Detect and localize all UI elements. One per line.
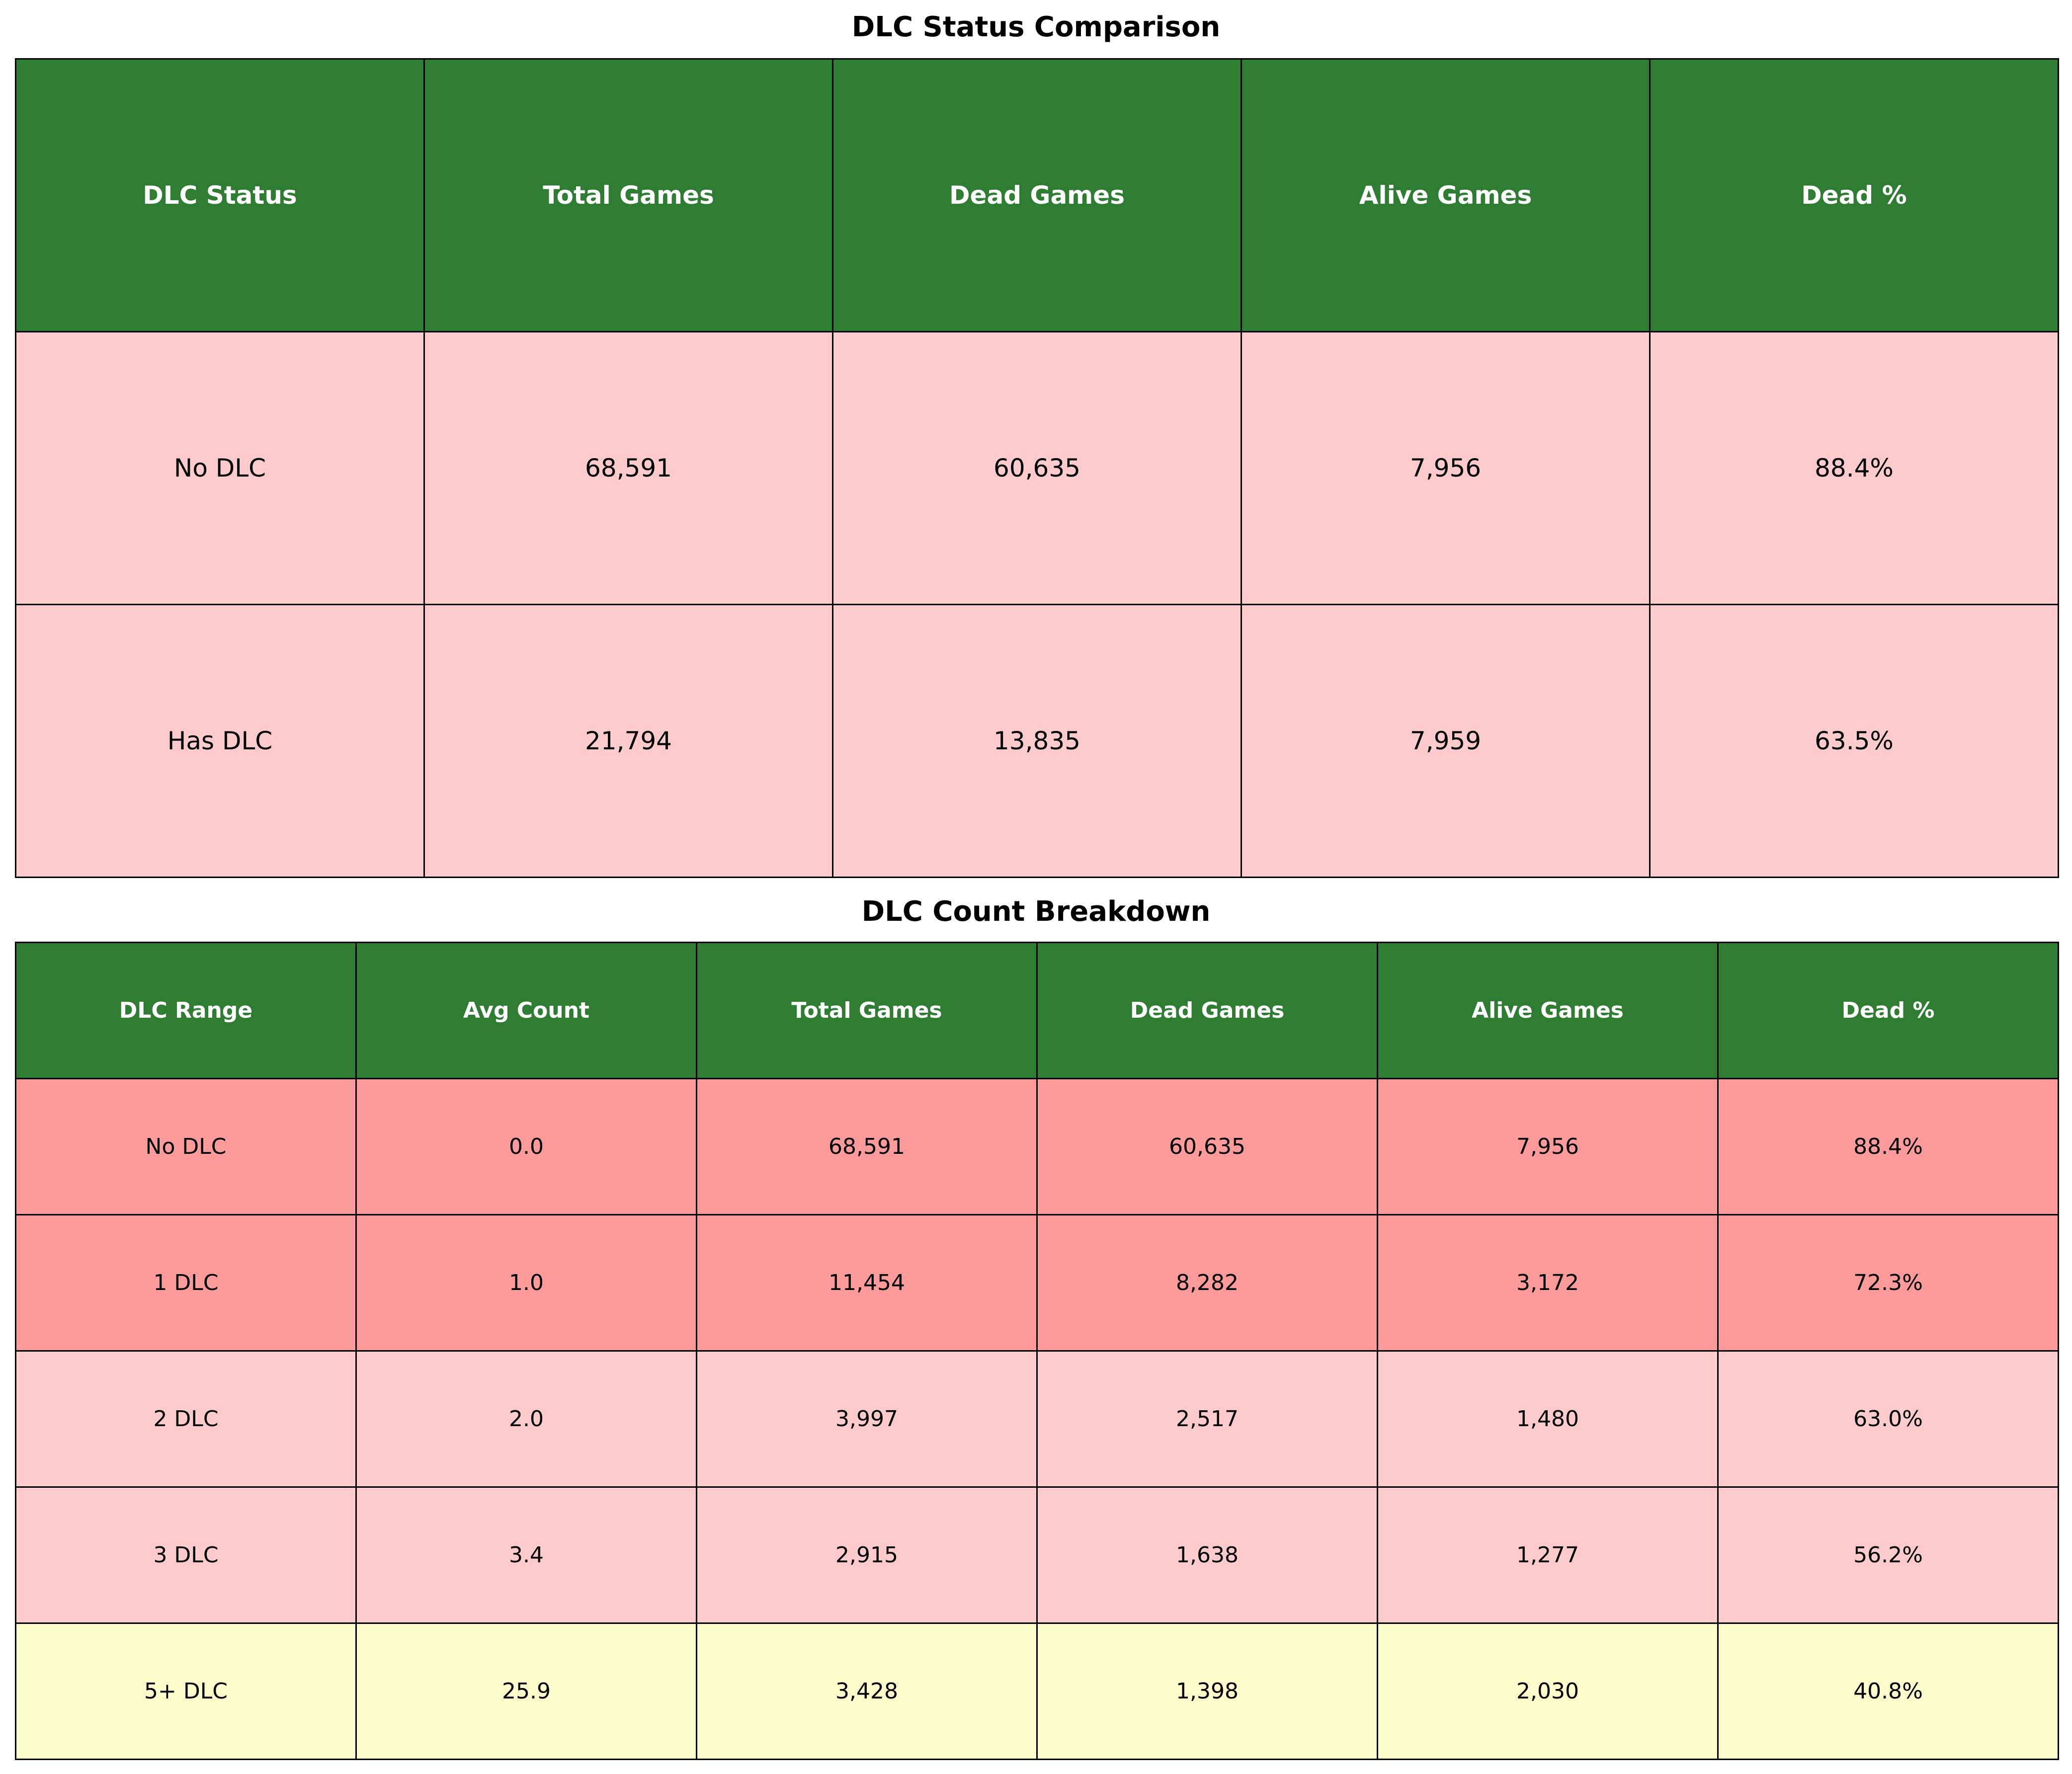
table-cell: 2,517 (1036, 1350, 1378, 1488)
table-row: Has DLC 21,794 13,835 7,959 63.5% (15, 604, 2059, 878)
table-cell: 60,635 (1036, 1078, 1378, 1215)
column-header: Avg Count (355, 942, 697, 1079)
table-cell: 68,591 (696, 1078, 1038, 1215)
table-row: 3 DLC 3.4 2,915 1,638 1,277 56.2% (15, 1486, 2059, 1624)
chart-title-dlc-status: DLC Status Comparison (851, 11, 1221, 43)
table-cell: 7,956 (1241, 331, 1651, 605)
column-header: Dead % (1717, 942, 2059, 1079)
table-cell: 0.0 (355, 1078, 697, 1215)
table-cell: 68,591 (423, 331, 833, 605)
table-cell: 1,480 (1377, 1350, 1719, 1488)
table-cell: 1,398 (1036, 1622, 1378, 1760)
table-cell: 3.4 (355, 1486, 697, 1624)
table-cell: 2,915 (696, 1486, 1038, 1624)
column-header: Dead Games (1036, 942, 1378, 1079)
chart-title-dlc-count: DLC Count Breakdown (861, 895, 1211, 928)
dlc-status-table: DLC Status Total Games Dead Games Alive Gam… (15, 58, 2059, 878)
table-cell: 8,282 (1036, 1214, 1378, 1352)
column-header: Total Games (423, 58, 833, 332)
table-cell: 56.2% (1717, 1486, 2059, 1624)
table-cell: 5+ DLC (15, 1622, 357, 1760)
table-header-row: DLC Status Total Games Dead Games Alive Gam… (15, 58, 2059, 332)
table-cell: 1,277 (1377, 1486, 1719, 1624)
table-cell: 3,428 (696, 1622, 1038, 1760)
table-cell: 60,635 (832, 331, 1242, 605)
table-cell: 7,959 (1241, 604, 1651, 878)
table-cell: 88.4% (1717, 1078, 2059, 1215)
dlc-count-table: DLC Range Avg Count Total Games Dead Games A… (15, 942, 2059, 1760)
table-cell: 63.0% (1717, 1350, 2059, 1488)
table-cell: 3,172 (1377, 1214, 1719, 1352)
table-cell: 1 DLC (15, 1214, 357, 1352)
table-cell: 2.0 (355, 1350, 697, 1488)
table-cell: 3,997 (696, 1350, 1038, 1488)
column-header: Dead Games (832, 58, 1242, 332)
table-header-row: DLC Range Avg Count Total Games Dead Games A… (15, 942, 2059, 1079)
column-header: Dead % (1649, 58, 2059, 332)
table-row: 2 DLC 2.0 3,997 2,517 1,480 63.0% (15, 1350, 2059, 1488)
table-cell: 2,030 (1377, 1622, 1719, 1760)
column-header: DLC Status (15, 58, 425, 332)
table-cell: 40.8% (1717, 1622, 2059, 1760)
column-header: DLC Range (15, 942, 357, 1079)
table-cell: 3 DLC (15, 1486, 357, 1624)
table-cell: 2 DLC (15, 1350, 357, 1488)
table-cell: 11,454 (696, 1214, 1038, 1352)
table-row: No DLC 68,591 60,635 7,956 88.4% (15, 331, 2059, 605)
table-row: 1 DLC 1.0 11,454 8,282 3,172 72.3% (15, 1214, 2059, 1352)
column-header: Total Games (696, 942, 1038, 1079)
table-cell: Has DLC (15, 604, 425, 878)
table-cell: 7,956 (1377, 1078, 1719, 1215)
table-cell: 88.4% (1649, 331, 2059, 605)
table-cell: No DLC (15, 331, 425, 605)
table-row: 5+ DLC 25.9 3,428 1,398 2,030 40.8% (15, 1622, 2059, 1760)
table-cell: 63.5% (1649, 604, 2059, 878)
table-cell: 72.3% (1717, 1214, 2059, 1352)
table-cell: 13,835 (832, 604, 1242, 878)
table-cell: No DLC (15, 1078, 357, 1215)
table-row: No DLC 0.0 68,591 60,635 7,956 88.4% (15, 1078, 2059, 1215)
table-cell: 21,794 (423, 604, 833, 878)
table-cell: 25.9 (355, 1622, 697, 1760)
column-header: Alive Games (1241, 58, 1651, 332)
table-cell: 1.0 (355, 1214, 697, 1352)
table-cell: 1,638 (1036, 1486, 1378, 1624)
column-header: Alive Games (1377, 942, 1719, 1079)
